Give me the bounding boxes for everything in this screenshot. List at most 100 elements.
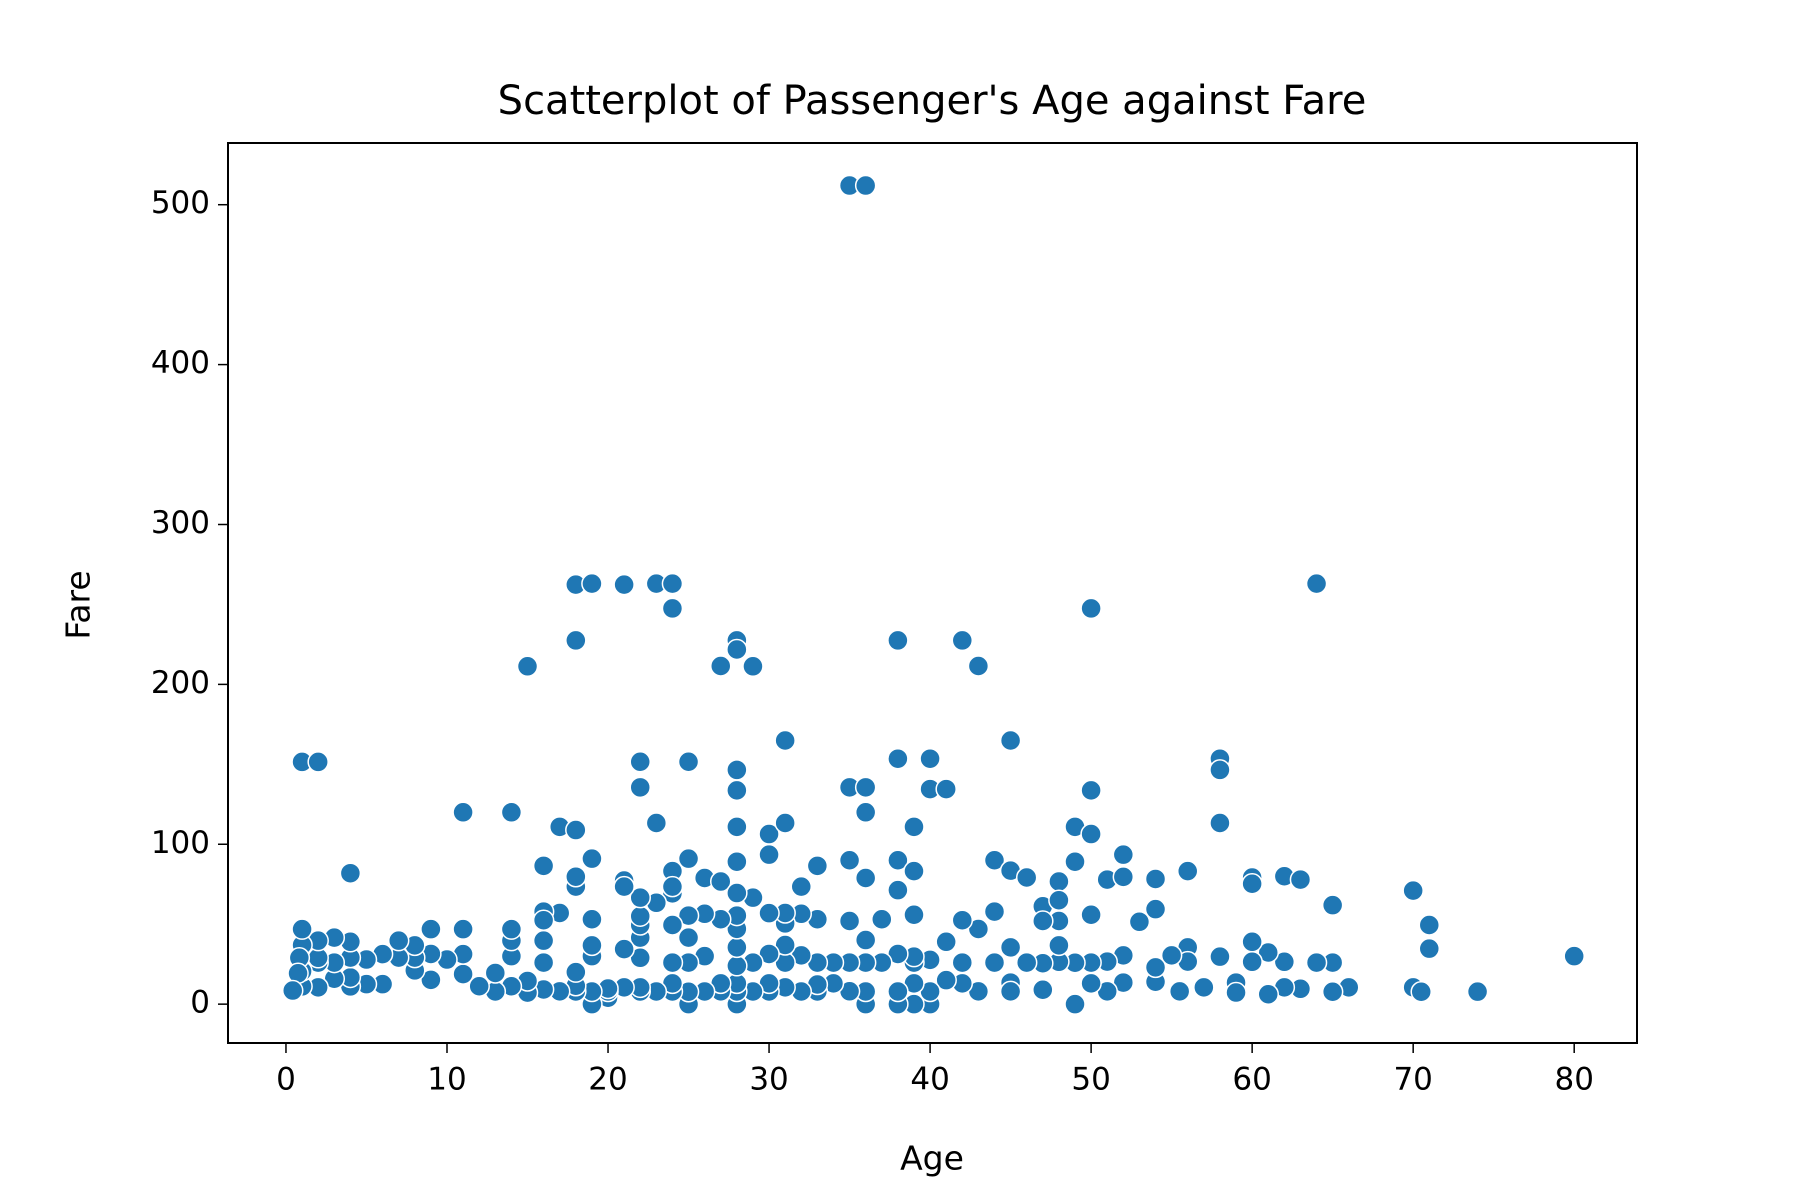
point — [661, 951, 684, 974]
point — [629, 751, 651, 773]
point — [709, 870, 732, 893]
x-tick-label: 60 — [1232, 1062, 1271, 1098]
y-tick-label: 500 — [151, 185, 210, 221]
point — [516, 655, 539, 678]
point — [1225, 981, 1247, 1004]
y-axis-label: Fare — [59, 570, 98, 639]
point — [983, 900, 1006, 923]
point — [951, 629, 974, 652]
point — [903, 860, 925, 882]
point — [1080, 823, 1102, 845]
point — [613, 573, 635, 596]
point — [903, 816, 925, 838]
point — [500, 918, 523, 940]
point — [565, 865, 587, 888]
point — [790, 875, 813, 898]
point — [983, 849, 1006, 871]
point — [281, 979, 304, 1002]
point — [1257, 941, 1279, 964]
point — [581, 934, 603, 957]
point — [532, 951, 555, 974]
point — [468, 975, 490, 997]
point — [1241, 931, 1263, 953]
point — [339, 862, 362, 884]
x-tick-label: 50 — [1071, 1062, 1110, 1098]
point — [1080, 779, 1102, 802]
point — [1402, 879, 1424, 902]
x-tick-label: 70 — [1393, 1062, 1432, 1098]
point — [838, 849, 861, 871]
point — [452, 918, 474, 940]
point — [307, 751, 329, 773]
point — [532, 909, 555, 931]
point — [1321, 981, 1344, 1003]
point — [1305, 572, 1328, 595]
x-axis-label: Age — [900, 1139, 964, 1178]
point — [1273, 951, 1296, 973]
point — [726, 955, 748, 977]
point — [854, 776, 877, 799]
point — [1241, 951, 1263, 973]
point — [532, 929, 555, 952]
chart-title: Scatterplot of Passenger's Age against F… — [498, 78, 1367, 124]
point — [1168, 980, 1191, 1003]
point — [1563, 945, 1585, 967]
point — [1048, 934, 1070, 957]
x-tick-label: 30 — [749, 1062, 788, 1098]
point — [1112, 843, 1135, 866]
point — [629, 905, 651, 927]
point — [565, 819, 587, 841]
point — [1064, 993, 1086, 1015]
point — [935, 969, 957, 991]
point — [613, 938, 635, 960]
point — [726, 638, 748, 661]
point — [1466, 980, 1489, 1003]
x-tick-label: 80 — [1554, 1062, 1593, 1098]
point — [1160, 944, 1183, 967]
point — [1209, 759, 1231, 781]
point — [983, 951, 1006, 974]
point — [452, 963, 474, 985]
point — [1080, 972, 1102, 995]
point — [581, 847, 603, 870]
point — [726, 759, 748, 781]
point — [1048, 889, 1070, 911]
point — [951, 951, 974, 974]
point — [420, 969, 442, 991]
point — [854, 929, 877, 951]
point — [887, 849, 909, 871]
point — [452, 801, 474, 824]
point — [1064, 850, 1086, 873]
point — [887, 980, 909, 1003]
x-tick-label: 10 — [427, 1062, 466, 1098]
point — [1080, 597, 1102, 620]
point — [291, 918, 313, 940]
point — [1241, 873, 1263, 895]
point — [935, 778, 957, 800]
point — [629, 776, 651, 799]
point — [1144, 868, 1167, 890]
point — [1418, 914, 1441, 936]
point — [1321, 894, 1344, 916]
point — [677, 926, 700, 949]
point — [1144, 956, 1167, 979]
y-tick-label: 200 — [151, 665, 210, 701]
point — [629, 886, 651, 909]
point — [1289, 868, 1312, 891]
point — [677, 847, 700, 870]
point — [1193, 976, 1215, 999]
point — [677, 904, 700, 927]
point — [999, 729, 1022, 752]
point — [645, 812, 668, 834]
point — [871, 908, 893, 930]
point — [709, 655, 732, 677]
point — [420, 918, 442, 940]
point — [838, 910, 861, 932]
point — [500, 801, 523, 824]
point — [1032, 910, 1054, 932]
point — [1015, 866, 1038, 889]
point — [887, 879, 909, 901]
point — [726, 816, 748, 838]
